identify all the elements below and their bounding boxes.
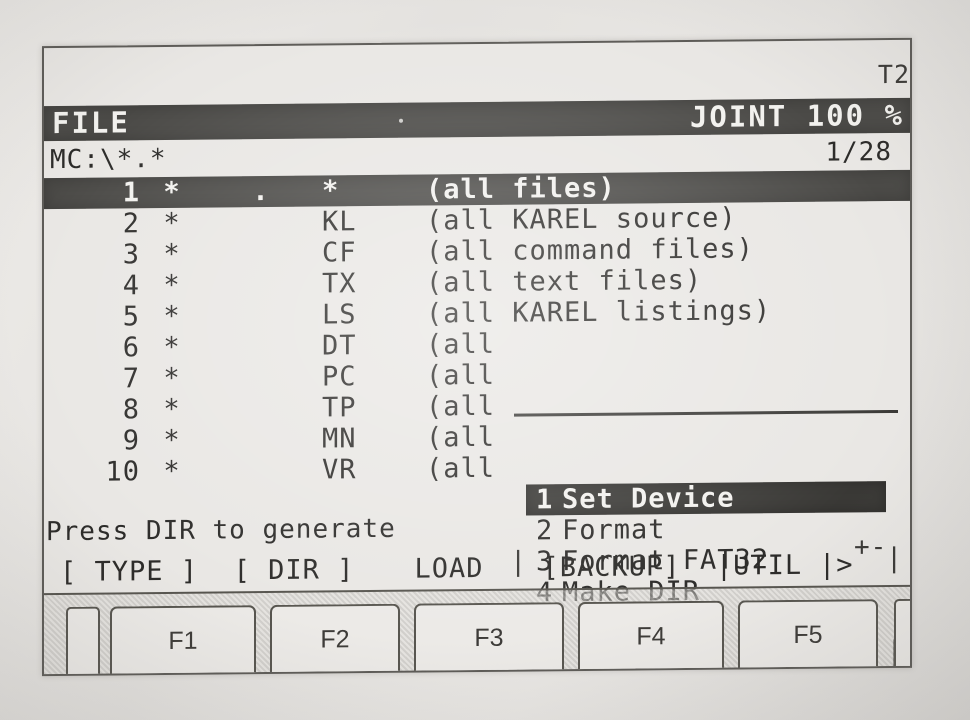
file-row-description: (all command files)	[426, 233, 754, 268]
page-counter: 1/28	[825, 136, 892, 168]
function-key-f3[interactable]: F3	[414, 602, 564, 672]
file-row-wildcard: *	[163, 300, 181, 333]
file-row-separator: .	[252, 175, 270, 208]
file-row-extension: PC	[322, 361, 357, 393]
path-row-spacer	[167, 153, 826, 159]
file-row-wildcard: *	[163, 455, 181, 488]
file-row-index: 1	[122, 177, 140, 209]
file-row-index: 3	[122, 239, 140, 271]
file-row-wildcard: *	[163, 207, 181, 240]
teach-pendant-screen-bezel: T2 FILE JOINT 100 % MC:\*.* 1/28 1 *. * (al…	[42, 37, 912, 677]
function-key-f1[interactable]: F1	[110, 605, 256, 675]
file-row-extension: VR	[322, 454, 357, 486]
current-path: MC:\*.*	[50, 143, 167, 175]
file-row-wildcard: *	[163, 393, 181, 426]
popup-menu-item[interactable]: 1 Set Device	[526, 481, 886, 516]
file-row-wildcard: *	[163, 269, 181, 302]
popup-item-number: 1	[536, 484, 554, 516]
file-row-separator	[200, 377, 322, 378]
popup-menu-item[interactable]: 2 Format	[526, 512, 886, 546]
file-row-extension: *	[322, 175, 340, 207]
file-row-index: 2	[122, 208, 140, 240]
file-row-index: 7	[122, 363, 140, 395]
function-key-strip: F1 F2 F3 F4 F5	[44, 584, 910, 675]
file-row-extension: MN	[322, 423, 357, 455]
title-bar-dot-icon	[399, 118, 403, 123]
file-row-separator	[200, 439, 322, 440]
file-row-index: 6	[122, 332, 140, 364]
file-row-extension: CF	[322, 237, 357, 269]
status-badge-joint-override: JOINT 100 %	[689, 97, 904, 134]
file-row-separator	[200, 315, 322, 316]
popup-top-border	[514, 409, 898, 417]
file-row-description: (all KAREL source)	[426, 202, 737, 237]
soft-key-label-backup[interactable]: [BACKUP]	[542, 550, 681, 583]
mode-label: T2	[877, 59, 910, 90]
file-row-separator	[200, 222, 322, 223]
soft-key-label-load[interactable]: LOAD	[414, 552, 484, 585]
file-row-index: 4	[122, 270, 140, 302]
title-bar: FILE JOINT 100 %	[44, 97, 910, 142]
file-row-separator	[200, 284, 322, 285]
title-bar-spacer	[130, 117, 690, 122]
mode-indicator-t2: T2	[44, 56, 910, 99]
file-row-index: 10	[105, 456, 140, 488]
soft-key-label-more[interactable]: |>	[819, 548, 854, 581]
lcd-text-area: T2 FILE JOINT 100 % MC:\*.* 1/28 1 *. * (al…	[44, 40, 910, 671]
file-row-description: (all KAREL listings)	[426, 295, 772, 330]
popup-item-label: Format	[562, 514, 666, 547]
file-row-extension: TX	[322, 268, 357, 300]
file-row-wildcard: *	[163, 331, 181, 364]
file-row-separator	[200, 408, 322, 409]
function-key-f2[interactable]: F2	[270, 603, 400, 673]
lcd-screen: T2 FILE JOINT 100 % MC:\*.* 1/28 1 *. * (al…	[44, 40, 910, 675]
popup-item-label: Set Device	[562, 482, 735, 516]
file-row-index: 8	[122, 394, 140, 426]
soft-key-label-util[interactable]: |UTIL	[715, 549, 803, 582]
file-row-wildcard: *	[163, 176, 181, 209]
file-row-separator	[200, 346, 322, 347]
page-title: FILE	[52, 105, 130, 141]
file-row-index: 9	[122, 425, 140, 457]
popup-item-number: 2	[536, 515, 554, 547]
file-row-extension: DT	[322, 330, 357, 362]
hint-text: Press DIR to generate	[46, 513, 396, 547]
file-row-extension: KL	[322, 206, 357, 238]
file-row-wildcard: *	[163, 424, 181, 457]
file-row-extension: LS	[322, 299, 357, 331]
soft-key-label-dir[interactable]: [ DIR ]	[233, 553, 355, 586]
file-row-separator	[200, 470, 322, 471]
file-row-index: 5	[122, 301, 140, 333]
function-key-f5[interactable]: F5	[738, 599, 878, 669]
file-row-extension: TP	[322, 392, 357, 424]
function-key-prev[interactable]	[66, 606, 100, 675]
file-row-description: (all text files)	[426, 264, 703, 299]
file-row-wildcard: *	[163, 362, 181, 395]
function-key-f4[interactable]: F4	[578, 600, 724, 671]
soft-key-label-type[interactable]: [ TYPE ]	[59, 555, 199, 588]
file-row-description: (all files)	[426, 172, 616, 206]
file-row-separator	[200, 253, 322, 254]
file-row-wildcard: *	[163, 238, 181, 271]
function-key-next[interactable]	[894, 598, 910, 667]
